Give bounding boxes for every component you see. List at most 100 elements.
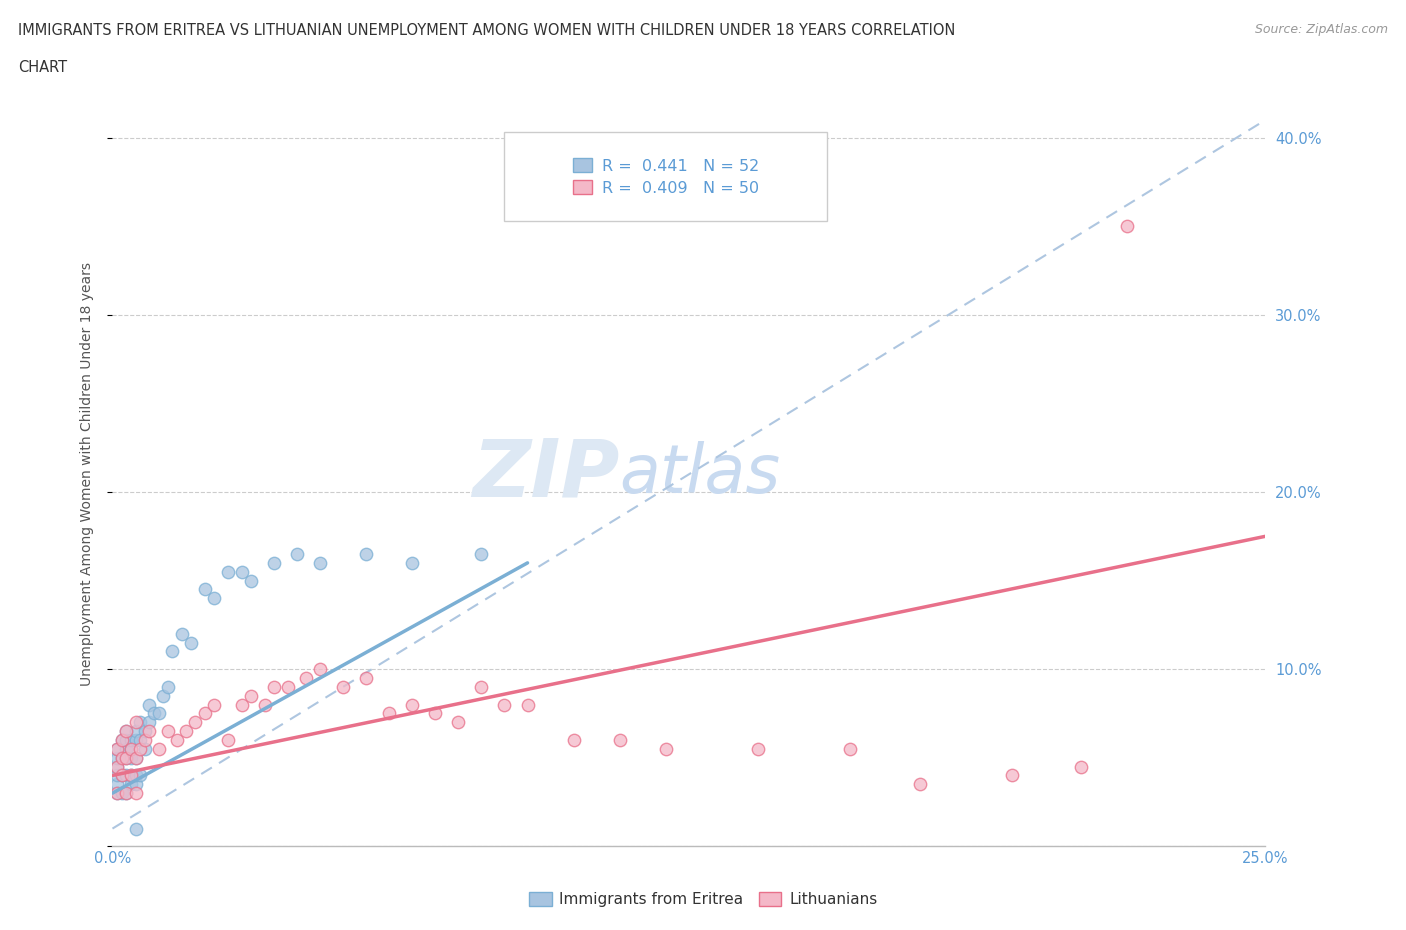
Point bbox=[111, 768, 134, 783]
Point bbox=[124, 724, 146, 738]
Point bbox=[162, 644, 184, 658]
Point bbox=[115, 724, 138, 738]
Point bbox=[747, 741, 769, 756]
Point bbox=[148, 706, 170, 721]
Point bbox=[105, 786, 128, 801]
Point bbox=[231, 565, 253, 579]
Point bbox=[105, 741, 128, 756]
Point bbox=[239, 573, 262, 588]
Point bbox=[134, 724, 156, 738]
Point bbox=[111, 751, 134, 765]
Point bbox=[120, 768, 142, 783]
Point bbox=[120, 777, 142, 791]
Point bbox=[129, 733, 152, 748]
Point bbox=[170, 626, 193, 641]
Point bbox=[120, 741, 142, 756]
Point bbox=[124, 751, 146, 765]
Point bbox=[1116, 219, 1139, 233]
Point bbox=[115, 751, 138, 765]
Point bbox=[908, 777, 931, 791]
Legend: Immigrants from Eritrea, Lithuanians: Immigrants from Eritrea, Lithuanians bbox=[523, 885, 883, 913]
Point bbox=[105, 741, 128, 756]
Point bbox=[105, 777, 128, 791]
Point bbox=[156, 680, 179, 695]
Point bbox=[180, 635, 202, 650]
Point bbox=[1070, 759, 1092, 774]
Point bbox=[166, 733, 188, 748]
Point bbox=[231, 698, 253, 712]
Point bbox=[124, 733, 146, 748]
Point bbox=[332, 680, 354, 695]
Point bbox=[120, 751, 142, 765]
Point bbox=[239, 688, 262, 703]
Point bbox=[470, 680, 492, 695]
Point bbox=[105, 786, 128, 801]
Point bbox=[134, 733, 156, 748]
Point bbox=[152, 688, 174, 703]
Point bbox=[295, 671, 318, 685]
Point bbox=[138, 724, 160, 738]
Point bbox=[378, 706, 401, 721]
Point bbox=[111, 751, 134, 765]
Point bbox=[115, 724, 138, 738]
Point bbox=[120, 741, 142, 756]
Point bbox=[156, 724, 179, 738]
Point bbox=[124, 715, 146, 730]
Y-axis label: Unemployment Among Women with Children Under 18 years: Unemployment Among Women with Children U… bbox=[80, 262, 94, 686]
Point bbox=[138, 698, 160, 712]
Point bbox=[134, 741, 156, 756]
Text: IMMIGRANTS FROM ERITREA VS LITHUANIAN UNEMPLOYMENT AMONG WOMEN WITH CHILDREN UND: IMMIGRANTS FROM ERITREA VS LITHUANIAN UN… bbox=[18, 23, 956, 38]
Point bbox=[105, 759, 128, 774]
Point bbox=[120, 733, 142, 748]
Point bbox=[115, 733, 138, 748]
Point bbox=[115, 786, 138, 801]
Point bbox=[562, 733, 585, 748]
Point bbox=[105, 759, 128, 774]
Point bbox=[124, 777, 146, 791]
Point bbox=[1001, 768, 1024, 783]
Point bbox=[105, 751, 128, 765]
Point bbox=[263, 680, 285, 695]
Point bbox=[115, 751, 138, 765]
Point bbox=[401, 698, 423, 712]
Point bbox=[115, 768, 138, 783]
Text: Source: ZipAtlas.com: Source: ZipAtlas.com bbox=[1254, 23, 1388, 36]
Point bbox=[277, 680, 299, 695]
Point bbox=[217, 733, 239, 748]
Point bbox=[111, 733, 134, 748]
Point bbox=[120, 768, 142, 783]
Point bbox=[202, 698, 225, 712]
Point bbox=[184, 715, 207, 730]
Point bbox=[124, 821, 146, 836]
Point bbox=[105, 768, 128, 783]
Point bbox=[115, 786, 138, 801]
Point bbox=[655, 741, 678, 756]
Point bbox=[148, 741, 170, 756]
Point bbox=[253, 698, 276, 712]
Point bbox=[494, 698, 516, 712]
Point bbox=[194, 582, 217, 597]
Point bbox=[129, 741, 152, 756]
Point bbox=[425, 706, 447, 721]
Point bbox=[138, 715, 160, 730]
Point bbox=[401, 555, 423, 570]
Point bbox=[129, 768, 152, 783]
Point bbox=[609, 733, 631, 748]
Point bbox=[194, 706, 217, 721]
Point bbox=[447, 715, 470, 730]
Point bbox=[115, 741, 138, 756]
Point bbox=[309, 662, 332, 677]
Point bbox=[839, 741, 862, 756]
Text: CHART: CHART bbox=[18, 60, 67, 75]
Point bbox=[470, 547, 492, 562]
Point bbox=[354, 671, 377, 685]
Point bbox=[124, 751, 146, 765]
Text: ZIP: ZIP bbox=[472, 435, 620, 513]
Point bbox=[202, 591, 225, 605]
Point bbox=[309, 555, 332, 570]
Point bbox=[111, 768, 134, 783]
Point bbox=[129, 715, 152, 730]
Text: atlas: atlas bbox=[620, 442, 780, 507]
Point bbox=[285, 547, 308, 562]
Point bbox=[111, 786, 134, 801]
